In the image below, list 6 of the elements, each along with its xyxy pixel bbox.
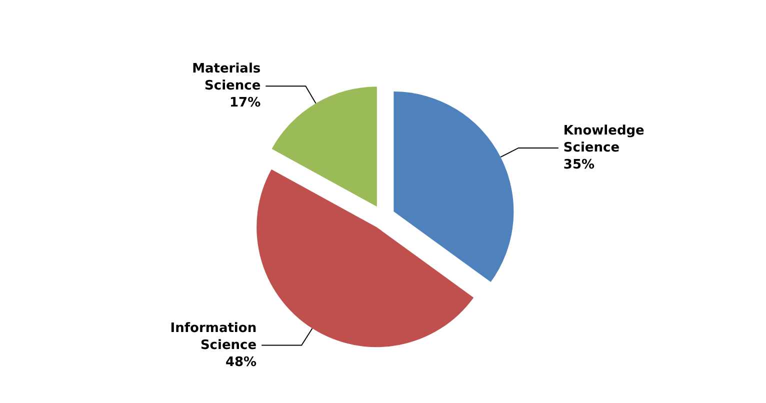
slice-label: Information Science (170, 320, 257, 353)
slice-label: Knowledge Science (563, 123, 645, 156)
slice-label: Materials Science (192, 62, 261, 94)
data-label: 35% (563, 157, 595, 172)
data-label: 48% (225, 354, 257, 370)
data-label: 17% (230, 96, 261, 111)
